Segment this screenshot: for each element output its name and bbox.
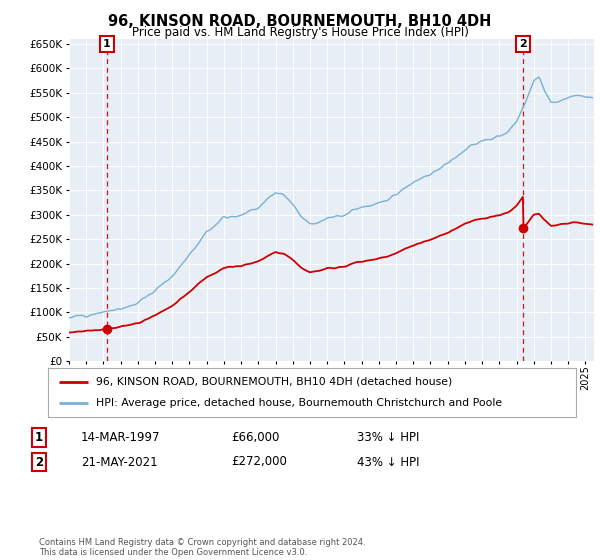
Text: 2: 2 [35,455,43,469]
Text: Price paid vs. HM Land Registry's House Price Index (HPI): Price paid vs. HM Land Registry's House … [131,26,469,39]
Text: 96, KINSON ROAD, BOURNEMOUTH, BH10 4DH: 96, KINSON ROAD, BOURNEMOUTH, BH10 4DH [109,14,491,29]
Text: Contains HM Land Registry data © Crown copyright and database right 2024.
This d: Contains HM Land Registry data © Crown c… [39,538,365,557]
Text: £272,000: £272,000 [231,455,287,469]
Text: 1: 1 [103,39,111,49]
Text: £66,000: £66,000 [231,431,280,445]
Text: 43% ↓ HPI: 43% ↓ HPI [357,455,419,469]
Text: 21-MAY-2021: 21-MAY-2021 [81,455,158,469]
Text: 14-MAR-1997: 14-MAR-1997 [81,431,161,445]
Text: 2: 2 [519,39,527,49]
Text: 96, KINSON ROAD, BOURNEMOUTH, BH10 4DH (detached house): 96, KINSON ROAD, BOURNEMOUTH, BH10 4DH (… [95,377,452,387]
Text: 33% ↓ HPI: 33% ↓ HPI [357,431,419,445]
Text: HPI: Average price, detached house, Bournemouth Christchurch and Poole: HPI: Average price, detached house, Bour… [95,398,502,408]
Text: 1: 1 [35,431,43,445]
